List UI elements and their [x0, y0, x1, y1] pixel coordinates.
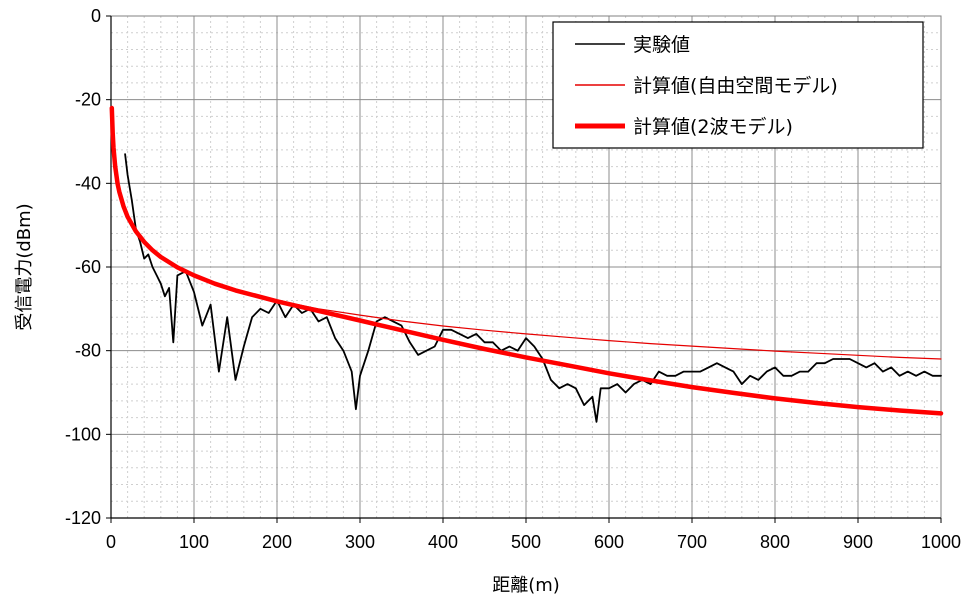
y-tick-label: -40 [75, 173, 101, 193]
x-tick-label: 0 [106, 532, 116, 552]
legend-label-free-space: 計算値(自由空間モデル) [633, 75, 838, 97]
x-tick-label: 100 [179, 532, 209, 552]
x-tick-label: 400 [428, 532, 458, 552]
x-tick-label: 300 [345, 532, 375, 552]
series-layer [109, 105, 944, 423]
y-tick-label: 0 [91, 6, 101, 26]
legend: 実験値 計算値(自由空間モデル) 計算値(2波モデル) [552, 21, 924, 149]
x-tick-label: 500 [511, 532, 541, 552]
y-tick-label: -20 [75, 90, 101, 110]
y-tick-label: -80 [75, 341, 101, 361]
axes [106, 15, 942, 523]
series-line-two-ray [109, 105, 944, 416]
series-line-experiment [124, 153, 942, 423]
y-tick-label: -120 [65, 508, 101, 528]
legend-label-experiment: 実験値 [633, 34, 690, 56]
x-tick-labels: 0 100 200 300 400 500 600 700 800 900 1000 [106, 532, 961, 552]
y-tick-label: -100 [65, 424, 101, 444]
x-tick-label: 600 [594, 532, 624, 552]
major-grid [111, 16, 941, 518]
x-tick-label: 800 [760, 532, 790, 552]
legend-label-two-ray: 計算値(2波モデル) [633, 116, 793, 138]
y-tick-label: -60 [75, 257, 101, 277]
x-tick-label: 1000 [921, 532, 961, 552]
x-tick-label: 700 [677, 532, 707, 552]
x-tick-label: 900 [843, 532, 873, 552]
y-axis-title: 受信電力(dBm) [14, 203, 35, 330]
x-axis-title: 距離(m) [492, 575, 560, 596]
y-tick-labels: 0 -20 -40 -60 -80 -100 -120 [65, 6, 101, 528]
x-tick-label: 200 [262, 532, 292, 552]
